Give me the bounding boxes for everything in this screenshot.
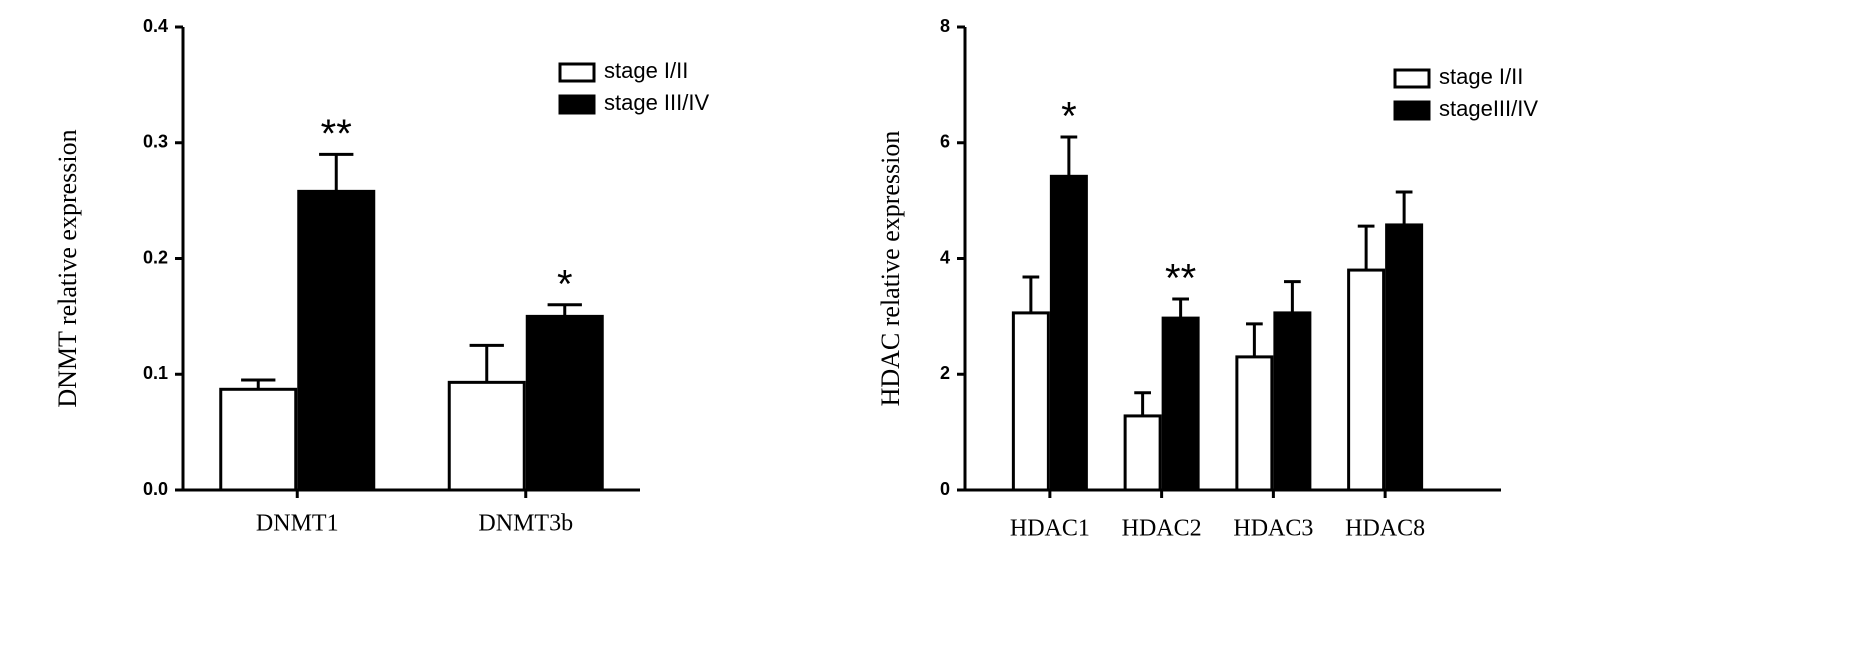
legend-label: stage III/IV <box>604 90 709 115</box>
legend-swatch <box>1393 100 1431 121</box>
significance-label: * <box>557 262 573 306</box>
y-tick-label: 4 <box>940 247 950 267</box>
y-tick-label: 0 <box>940 479 950 499</box>
bar <box>1385 223 1424 492</box>
significance-label: ** <box>1165 257 1196 301</box>
x-tick-label: DNMT1 <box>256 511 339 537</box>
legend-label: stageIII/IV <box>1439 96 1538 121</box>
x-tick-label: DNMT3b <box>478 511 573 537</box>
x-tick-label: HDAC3 <box>1233 516 1313 542</box>
bar <box>219 387 298 492</box>
legend-swatch <box>558 62 596 83</box>
legend-swatch <box>558 94 596 115</box>
bar <box>1123 414 1162 492</box>
legend-label: stage I/II <box>1439 64 1523 89</box>
y-tick-label: 6 <box>940 132 950 152</box>
y-axis-label: DNMT relative expression <box>53 129 82 407</box>
bar <box>1273 311 1312 492</box>
y-axis-label: HDAC relative expression <box>876 131 905 407</box>
bar <box>1011 311 1050 492</box>
bar <box>1049 174 1088 492</box>
x-tick-label: HDAC1 <box>1010 516 1090 542</box>
x-tick-label: HDAC8 <box>1345 516 1425 542</box>
bar <box>1235 355 1274 492</box>
significance-label: ** <box>321 112 352 156</box>
y-tick-label: 0.3 <box>143 132 168 152</box>
y-tick-label: 8 <box>940 16 950 36</box>
significance-label: * <box>1061 95 1077 139</box>
bar <box>1347 268 1386 492</box>
y-tick-label: 0.4 <box>143 16 168 36</box>
x-tick-label: HDAC2 <box>1122 516 1202 542</box>
legend-swatch <box>1393 68 1431 89</box>
bar <box>525 314 604 492</box>
bar <box>1161 316 1200 492</box>
bar <box>447 380 526 492</box>
y-tick-label: 2 <box>940 363 950 383</box>
bar <box>297 189 376 492</box>
y-tick-label: 0.0 <box>143 479 168 499</box>
y-tick-label: 0.1 <box>143 363 168 383</box>
y-tick-label: 0.2 <box>143 247 168 267</box>
legend-label: stage I/II <box>604 58 688 83</box>
